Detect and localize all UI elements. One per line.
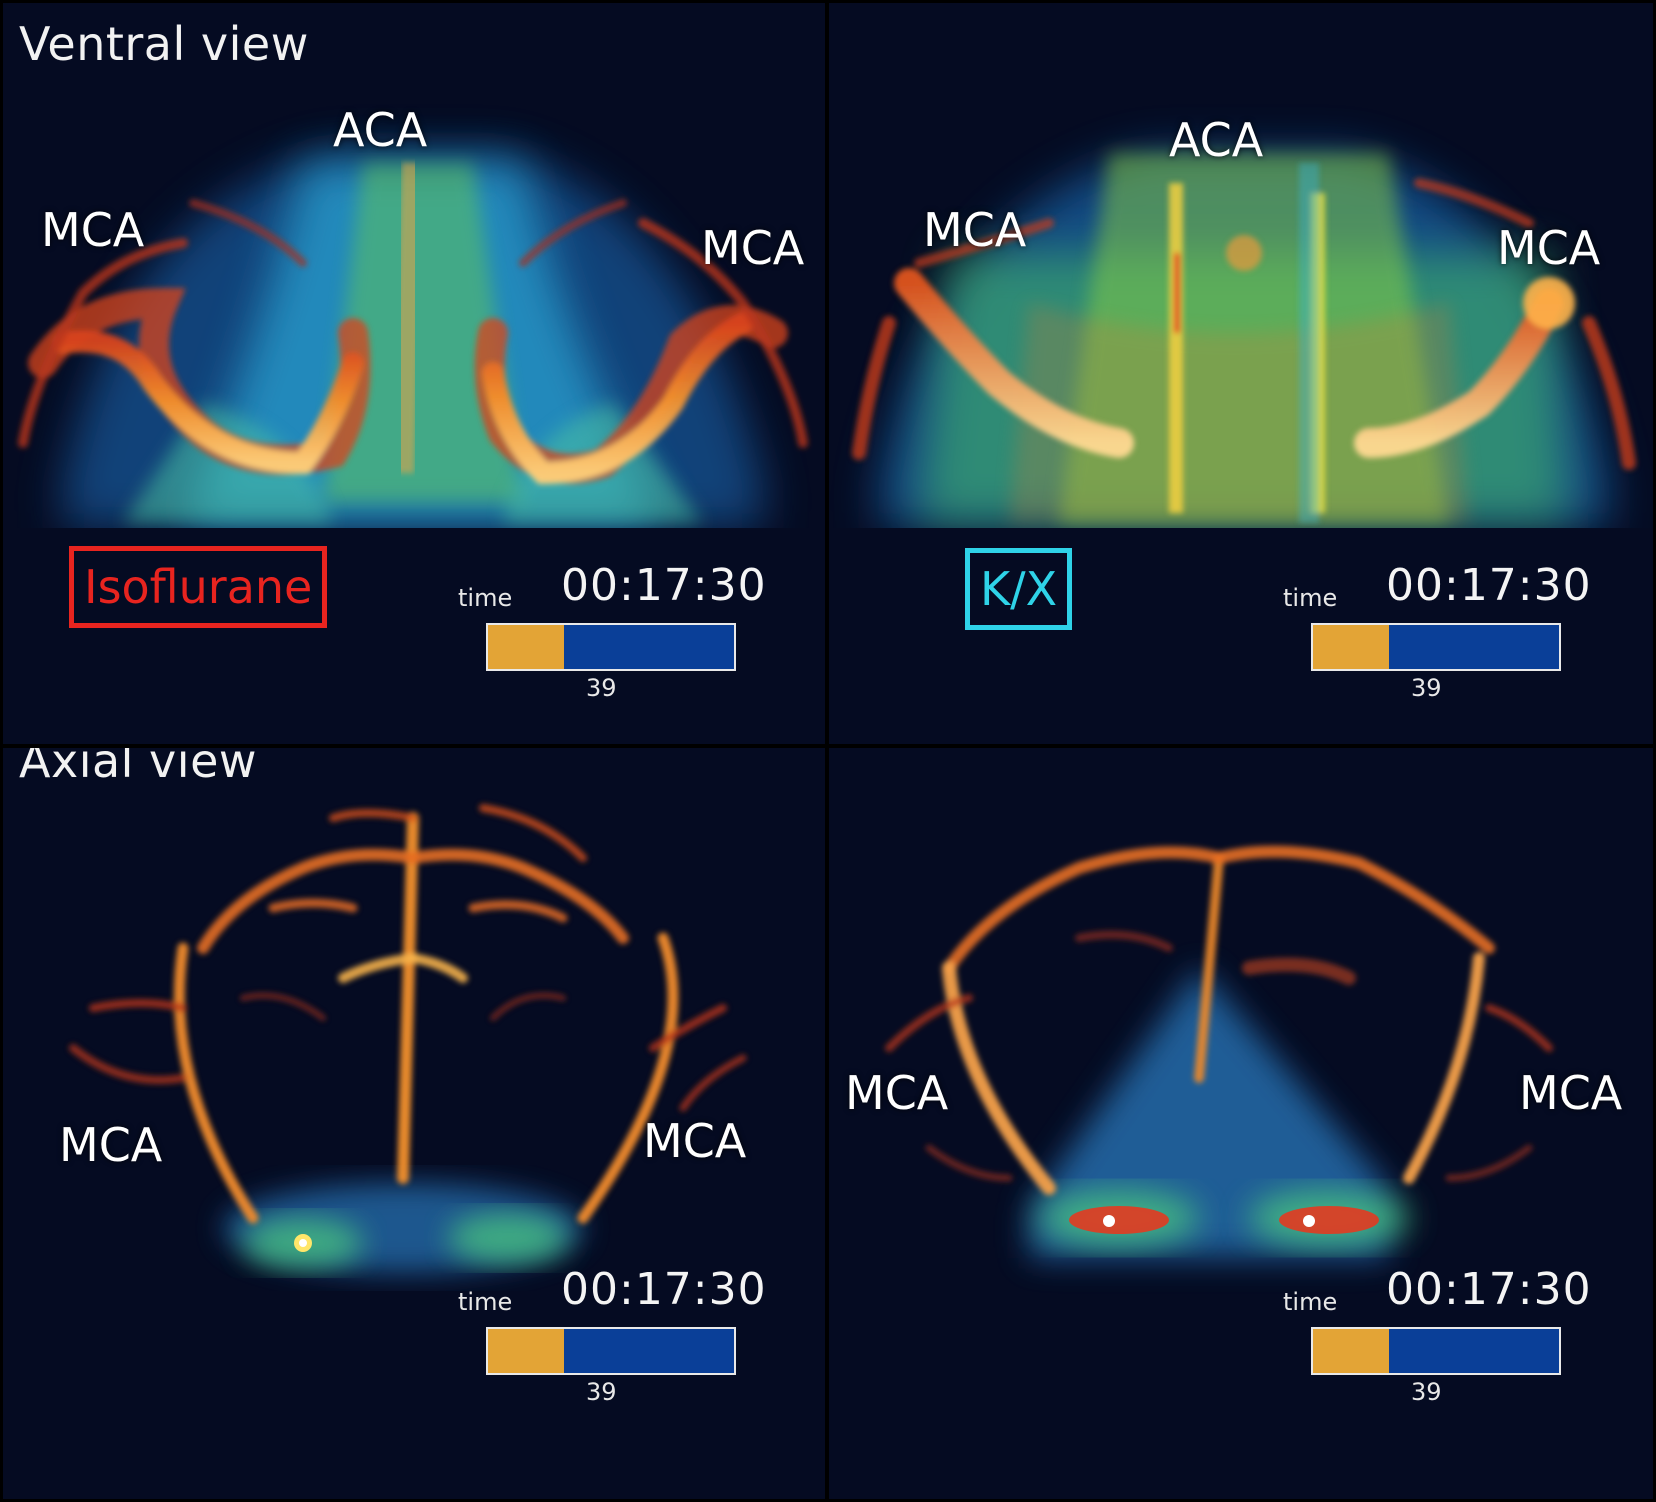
mca-left-label: MCA bbox=[59, 1118, 163, 1172]
time-progress-fill bbox=[488, 625, 565, 669]
time-clock: 00:17:30 bbox=[1386, 1264, 1592, 1315]
mca-left-label: MCA bbox=[845, 1066, 949, 1120]
time-progress-fill bbox=[1313, 625, 1390, 669]
ventral-isoflurane-render bbox=[3, 153, 825, 744]
time-label: time bbox=[458, 1288, 513, 1316]
mca-right-label: MCA bbox=[1519, 1066, 1623, 1120]
time-clock: 00:17:30 bbox=[561, 560, 767, 611]
aca-label: ACA bbox=[1169, 113, 1264, 167]
aca-label: ACA bbox=[333, 103, 428, 157]
time-clock: 00:17:30 bbox=[561, 1264, 767, 1315]
frame-number: 39 bbox=[586, 674, 617, 702]
panel-ventral-kx: ACA MCA MCA K/X time 00:17:30 39 bbox=[829, 3, 1653, 744]
time-label: time bbox=[1283, 1288, 1338, 1316]
frame-number: 39 bbox=[1411, 674, 1442, 702]
panel-axial-isoflurane: Axial view MCA MCA time 00:17:30 39 bbox=[3, 748, 825, 1499]
panel-ventral-isoflurane: Ventral view ACA MCA MCA Isoflurane time… bbox=[3, 3, 825, 744]
axial-isoflurane-render bbox=[69, 804, 747, 1273]
time-label: time bbox=[1283, 584, 1338, 612]
time-indicator: time 00:17:30 39 bbox=[1283, 1260, 1591, 1406]
time-progress-bar bbox=[486, 1327, 736, 1375]
time-progress-bar bbox=[486, 623, 736, 671]
axial-kx-render bbox=[885, 845, 1553, 1258]
mca-right-label: MCA bbox=[643, 1114, 747, 1168]
time-progress-fill bbox=[488, 1329, 565, 1373]
time-progress-bar bbox=[1311, 1327, 1561, 1375]
condition-label-isoflurane: Isoflurane bbox=[69, 546, 328, 628]
time-label: time bbox=[458, 584, 513, 612]
mca-right-label: MCA bbox=[701, 221, 805, 275]
mca-left-label: MCA bbox=[923, 203, 1027, 257]
condition-label-kx: K/X bbox=[965, 548, 1073, 630]
frame-number: 39 bbox=[1411, 1378, 1442, 1406]
frame-number: 39 bbox=[586, 1378, 617, 1406]
panel-axial-kx: MCA MCA time 00:17:30 39 bbox=[829, 748, 1653, 1499]
time-indicator: time 00:17:30 39 bbox=[1283, 556, 1591, 702]
time-clock: 00:17:30 bbox=[1386, 560, 1592, 611]
time-indicator: time 00:17:30 39 bbox=[458, 556, 766, 702]
mca-right-label: MCA bbox=[1497, 221, 1601, 275]
time-progress-bar bbox=[1311, 623, 1561, 671]
view-title: Axial view bbox=[19, 748, 257, 788]
ventral-kx-render bbox=[829, 153, 1653, 744]
mca-left-label: MCA bbox=[41, 203, 145, 257]
view-title: Ventral view bbox=[19, 17, 309, 71]
time-indicator: time 00:17:30 39 bbox=[458, 1260, 766, 1406]
time-progress-fill bbox=[1313, 1329, 1390, 1373]
